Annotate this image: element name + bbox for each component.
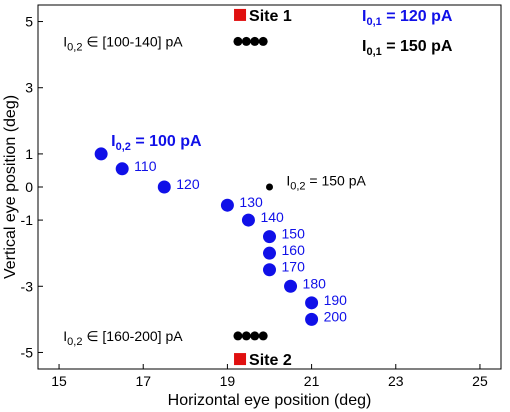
x-tick-label: 19 bbox=[220, 373, 236, 389]
site-marker bbox=[234, 353, 247, 366]
blue-point bbox=[241, 213, 255, 227]
black-point bbox=[241, 331, 251, 341]
blue-point bbox=[157, 180, 171, 194]
black-point bbox=[241, 36, 251, 46]
black-point bbox=[250, 331, 260, 341]
black-point bbox=[258, 36, 268, 46]
y-tick-label: 5 bbox=[25, 14, 33, 30]
y-tick-label: 1 bbox=[25, 146, 33, 162]
black-point bbox=[233, 331, 243, 341]
legend-entry: I0,1 = 120 pA bbox=[362, 8, 453, 28]
blue-point-label: 120 bbox=[176, 176, 200, 192]
black-point bbox=[266, 183, 273, 191]
site-label: Site 1 bbox=[249, 8, 292, 25]
axis-ticks: 15 17 19 21 23 25 5 3 1 0 -1 -3 -5 bbox=[21, 14, 488, 389]
y-tick-label: -1 bbox=[21, 212, 34, 228]
blue-point-label: 170 bbox=[282, 259, 306, 275]
legend-entry: I0,1 = 150 pA bbox=[362, 38, 453, 58]
annotation-label: I0,2 ∈ [100-140] pA bbox=[63, 33, 183, 53]
x-tick-label: 15 bbox=[51, 373, 67, 389]
blue-point bbox=[263, 246, 276, 260]
blue-point-label: 160 bbox=[282, 242, 306, 258]
y-tick-label: -3 bbox=[21, 278, 34, 294]
blue-series-title: I0,2 = 100 pA bbox=[111, 133, 202, 153]
blue-point bbox=[263, 263, 276, 277]
y-tick-label: 3 bbox=[25, 80, 33, 96]
blue-point-label: 150 bbox=[282, 226, 306, 242]
blue-point-label: 130 bbox=[239, 194, 263, 210]
x-tick-label: 23 bbox=[388, 373, 404, 389]
y-axis-title: Vertical eye position (deg) bbox=[2, 95, 19, 279]
blue-point bbox=[263, 230, 276, 244]
annotation-label: I0,2 = 150 pA bbox=[286, 172, 366, 192]
blue-point-label: 180 bbox=[303, 275, 327, 291]
y-tick-label: -5 bbox=[21, 344, 34, 360]
blue-point bbox=[305, 312, 319, 326]
y-tick-label: 0 bbox=[25, 179, 33, 195]
x-tick-label: 21 bbox=[304, 373, 320, 389]
black-point bbox=[258, 331, 268, 341]
blue-point-label: 140 bbox=[260, 209, 284, 225]
blue-point-label: 110 bbox=[134, 158, 157, 174]
blue-point bbox=[305, 296, 319, 310]
site-marker bbox=[234, 8, 247, 21]
blue-point bbox=[94, 147, 108, 161]
blue-point-label: 190 bbox=[324, 292, 348, 308]
blue-point-label: 200 bbox=[324, 308, 348, 324]
annotation-label: I0,2 ∈ [160-200] pA bbox=[63, 328, 183, 348]
x-tick-label: 25 bbox=[472, 373, 488, 389]
blue-point bbox=[220, 198, 234, 212]
x-tick-label: 17 bbox=[135, 373, 151, 389]
blue-point bbox=[115, 162, 129, 176]
blue-point bbox=[284, 279, 298, 293]
site-label: Site 2 bbox=[249, 352, 292, 369]
black-point bbox=[250, 36, 260, 46]
black-point bbox=[233, 36, 243, 46]
x-axis-title: Horizontal eye position (deg) bbox=[168, 392, 372, 409]
